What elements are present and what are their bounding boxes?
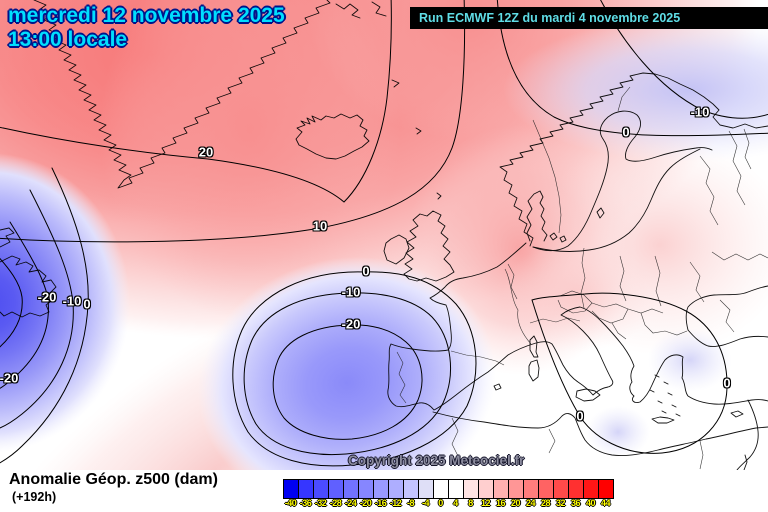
- colorbar-labels: -40 -36 -32 -28 -24 -20 -16 -12 -8 -4 0 4 8 12 16 20 24 2…: [283, 498, 615, 508]
- colorbar-cell: [554, 480, 569, 498]
- contour-label: -10: [690, 104, 710, 120]
- valid-datetime: mercredi 12 novembre 2025 13:00 locale: [8, 4, 285, 52]
- colorbar-cell: [419, 480, 434, 498]
- colorbar-value: 16: [495, 498, 506, 508]
- colorbar: [283, 479, 614, 499]
- contour-lines: [0, 0, 768, 467]
- contour-label: 0: [83, 296, 91, 312]
- run-info-bar: Run ECMWF 12Z du mardi 4 novembre 2025: [410, 7, 768, 29]
- legend-lead-time: (+192h): [12, 490, 57, 504]
- colorbar-value: -20: [359, 498, 372, 508]
- colorbar-cell: [434, 480, 449, 498]
- contour-label: -20: [0, 370, 19, 386]
- colorbar-cell: [524, 480, 539, 498]
- colorbar-value: 8: [468, 498, 473, 508]
- colorbar-value: -28: [329, 498, 342, 508]
- colorbar-value: 36: [570, 498, 581, 508]
- legend-title: Anomalie Géop. z500 (dam): [9, 471, 218, 488]
- contour-label: 0: [576, 408, 584, 424]
- contour-label: 0: [723, 375, 731, 391]
- anomaly-map-canvas: [0, 0, 768, 470]
- colorbar-value: -8: [406, 498, 415, 508]
- contour-label: -20: [37, 289, 57, 305]
- colorbar-value: -4: [421, 498, 430, 508]
- colorbar-cell: [449, 480, 464, 498]
- colorbar-cell: [509, 480, 524, 498]
- colorbar-cell: [404, 480, 419, 498]
- colorbar-value: 40: [585, 498, 596, 508]
- colorbar-value: -16: [374, 498, 387, 508]
- map-area: 20 10 0 -10 -20 -20 -10 0 -20 -10 0 0 0 mercredi 12 …: [0, 0, 768, 470]
- colorbar-cell: [584, 480, 599, 498]
- colorbar-value: -12: [389, 498, 402, 508]
- contour-label: -10: [341, 284, 361, 300]
- colorbar-value: -40: [284, 498, 297, 508]
- country-borders: [396, 86, 768, 470]
- colorbar-value: -36: [299, 498, 312, 508]
- colorbar-value: 32: [555, 498, 566, 508]
- colorbar-value: -24: [344, 498, 357, 508]
- colorbar-cell: [299, 480, 314, 498]
- contour-label: -10: [62, 293, 82, 309]
- coastlines: [0, 0, 768, 470]
- contour-label: 10: [312, 218, 328, 234]
- copyright-notice: Copyright 2025 Meteociel.fr: [348, 453, 525, 468]
- colorbar-value: 4: [453, 498, 458, 508]
- colorbar-cell: [374, 480, 389, 498]
- colorbar-value: 20: [510, 498, 521, 508]
- colorbar-cell: [479, 480, 494, 498]
- colorbar-cell: [389, 480, 404, 498]
- colorbar-cell: [329, 480, 344, 498]
- valid-date: mercredi 12 novembre 2025: [8, 4, 285, 27]
- colorbar-cell: [539, 480, 554, 498]
- colorbar-cell: [494, 480, 509, 498]
- colorbar-cell: [284, 480, 299, 498]
- colorbar-value: 12: [480, 498, 491, 508]
- valid-time: 13:00 locale: [8, 28, 128, 51]
- colorbar-value: 28: [540, 498, 551, 508]
- colorbar-cell: [464, 480, 479, 498]
- legend-strip: Anomalie Géop. z500 (dam) (+192h) -40 -36…: [0, 470, 768, 512]
- colorbar-cell: [599, 480, 613, 498]
- colorbar-cell: [359, 480, 374, 498]
- colorbar-cell: [314, 480, 329, 498]
- colorbar-value: 24: [525, 498, 536, 508]
- colorbar-value: -32: [314, 498, 327, 508]
- contour-label: -20: [341, 316, 361, 332]
- colorbar-value: 0: [438, 498, 443, 508]
- colorbar-cell: [344, 480, 359, 498]
- contour-label: 20: [198, 144, 214, 160]
- colorbar-cell: [569, 480, 584, 498]
- colorbar-value: 44: [600, 498, 611, 508]
- contour-label: 0: [622, 124, 630, 140]
- contour-label: 0: [362, 263, 370, 279]
